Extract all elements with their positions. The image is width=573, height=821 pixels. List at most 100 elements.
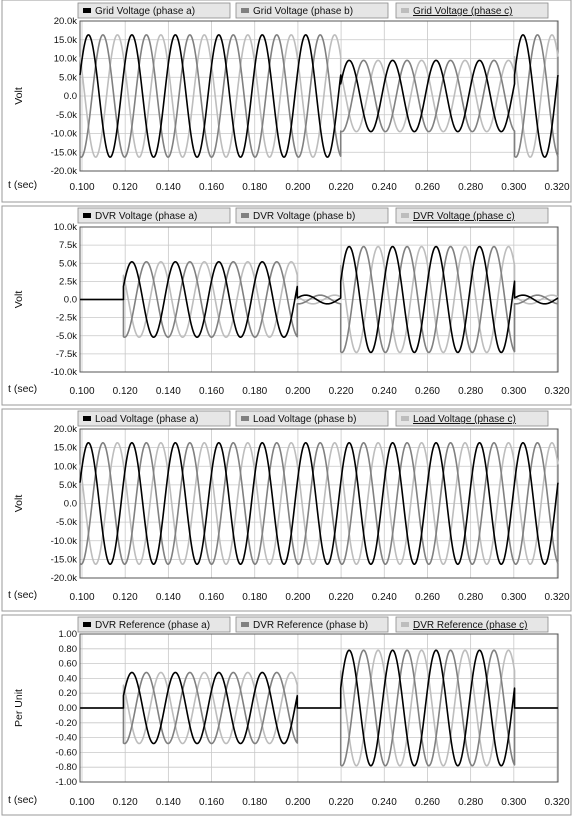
y-axis-label: Volt — [13, 87, 25, 105]
legend-swatch — [401, 8, 409, 13]
y-tick-label: -10.0k — [51, 536, 78, 547]
legend-box — [77, 2, 231, 19]
legend-swatch — [401, 622, 409, 627]
legend-swatch — [241, 8, 249, 13]
legend-item-phase-a[interactable]: DVR Reference (phase a) — [77, 616, 231, 633]
legend-label: DVR Reference (phase c) — [413, 620, 528, 631]
y-tick-label: -0.40 — [55, 733, 77, 744]
legend-box — [77, 207, 231, 224]
x-tick-label: 0.180 — [242, 797, 267, 808]
y-tick-label: -7.5k — [56, 349, 77, 360]
series-line-phase-c — [79, 441, 559, 566]
series-line-phase-c — [79, 34, 559, 158]
legend-box — [235, 616, 389, 633]
x-tick-label: 0.120 — [113, 592, 138, 603]
legend-box — [395, 2, 549, 19]
legend-swatch — [83, 622, 91, 627]
y-tick-label: -15.0k — [51, 147, 78, 158]
panel-frame — [1, 614, 572, 816]
legend-label: DVR Reference (phase a) — [95, 620, 210, 631]
x-tick-label: 0.160 — [199, 797, 224, 808]
x-tick-label: 0.280 — [458, 182, 483, 193]
legend-label: DVR Voltage (phase c) — [413, 211, 515, 222]
legend-item-phase-c[interactable]: DVR Reference (phase c) — [395, 616, 549, 633]
legend-item-phase-b[interactable]: DVR Voltage (phase b) — [235, 207, 389, 224]
chart-panel-3: 20.0k 15.0k 10.0k 5.0k 0.0 -5.0k -10.0k -15.0k -… — [1, 408, 572, 612]
x-tick-label: 0.240 — [372, 592, 397, 603]
x-tick-label: 0.300 — [501, 182, 526, 193]
y-tick-label: 5.0k — [59, 258, 77, 269]
y-tick-label: -20.0k — [51, 573, 78, 584]
y-tick-label: 10.0k — [54, 461, 77, 472]
plot-area — [79, 428, 559, 579]
panel-frame — [1, 0, 572, 203]
legend-item-phase-b[interactable]: Grid Voltage (phase b) — [235, 2, 389, 19]
y-tick-label: -10.0k — [51, 129, 78, 140]
x-tick-label: 0.320 — [544, 797, 569, 808]
legend-label: DVR Voltage (phase a) — [95, 211, 197, 222]
series-line-phase-a — [79, 245, 559, 354]
y-tick-label: 0.20 — [59, 688, 78, 699]
legend-label: Grid Voltage (phase a) — [95, 6, 195, 17]
legend-item-phase-c[interactable]: Load Voltage (phase c) — [395, 410, 549, 427]
y-tick-label: -2.5k — [56, 313, 77, 324]
x-tick-label: 0.160 — [199, 386, 224, 397]
legend-item-phase-c[interactable]: DVR Voltage (phase c) — [395, 207, 549, 224]
y-tick-label: -5.0k — [56, 517, 77, 528]
legend-swatch — [83, 416, 91, 421]
y-tick-label: -1.00 — [55, 777, 77, 788]
x-tick-label: 0.260 — [415, 797, 440, 808]
x-tick-label: 0.180 — [242, 386, 267, 397]
legend-item-phase-b[interactable]: Load Voltage (phase b) — [235, 410, 389, 427]
x-tick-label: 0.300 — [501, 386, 526, 397]
x-tick-label: 0.180 — [242, 182, 267, 193]
x-tick-label: 0.140 — [156, 182, 181, 193]
panel-frame — [1, 205, 572, 406]
y-tick-label: 15.0k — [54, 35, 77, 46]
legend-box — [235, 410, 389, 427]
x-tick-label: 0.160 — [199, 592, 224, 603]
legend-swatch — [241, 622, 249, 627]
y-tick-label: -5.0k — [56, 331, 77, 342]
y-tick-label: -0.20 — [55, 718, 77, 729]
x-tick-label: 0.120 — [113, 386, 138, 397]
y-tick-label: 0.60 — [59, 659, 78, 670]
x-tick-label: 0.260 — [415, 182, 440, 193]
legend-item-phase-a[interactable]: Grid Voltage (phase a) — [77, 2, 231, 19]
x-tick-label: 0.120 — [113, 797, 138, 808]
y-tick-label: 7.5k — [59, 240, 77, 251]
legend-item-phase-c[interactable]: Grid Voltage (phase c) — [395, 2, 549, 19]
series-line-phase-b — [79, 441, 559, 566]
x-tick-label: 0.300 — [501, 797, 526, 808]
legend-box — [395, 410, 549, 427]
y-tick-label: -10.0k — [51, 367, 78, 378]
legend-box — [77, 616, 231, 633]
x-tick-label: 0.200 — [285, 386, 310, 397]
x-tick-label: 0.240 — [372, 797, 397, 808]
series-line-phase-a — [79, 649, 559, 767]
x-tick-label: 0.280 — [458, 592, 483, 603]
y-tick-label: 2.5k — [59, 276, 77, 287]
y-tick-label: 0.40 — [59, 673, 78, 684]
x-tick-label: 0.100 — [69, 182, 94, 193]
x-axis-label: t (sec) — [8, 179, 37, 191]
legend-item-phase-a[interactable]: DVR Voltage (phase a) — [77, 207, 231, 224]
x-tick-label: 0.280 — [458, 797, 483, 808]
x-axis-label: t (sec) — [8, 794, 37, 806]
legend-box — [395, 207, 549, 224]
legend-swatch — [83, 8, 91, 13]
x-tick-label: 0.300 — [501, 592, 526, 603]
legend-box — [395, 616, 549, 633]
legend-item-phase-b[interactable]: DVR Reference (phase b) — [235, 616, 389, 633]
x-tick-label: 0.100 — [69, 386, 94, 397]
legend-swatch — [401, 213, 409, 218]
x-tick-label: 0.240 — [372, 182, 397, 193]
legend-item-phase-a[interactable]: Load Voltage (phase a) — [77, 410, 231, 427]
series-line-phase-b — [79, 245, 559, 354]
x-tick-label: 0.120 — [113, 182, 138, 193]
x-tick-label: 0.180 — [242, 592, 267, 603]
y-tick-label: -0.80 — [55, 762, 77, 773]
legend-swatch — [241, 213, 249, 218]
legend-label: Load Voltage (phase a) — [95, 414, 198, 425]
